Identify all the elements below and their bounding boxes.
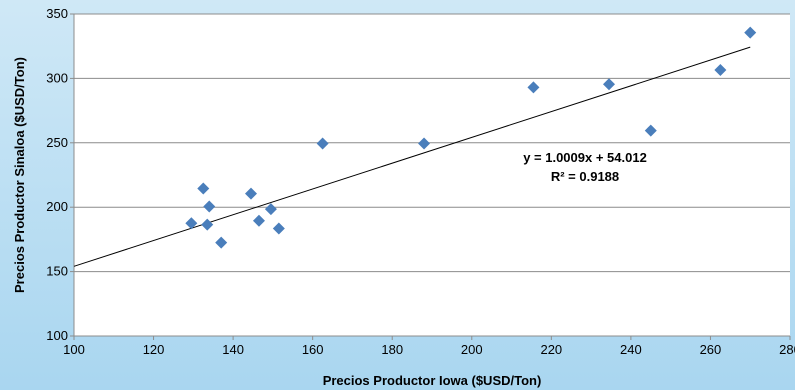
x-tick-label: 100 [63,342,85,357]
data-point [418,137,431,150]
y-tick-label: 200 [46,199,68,214]
trendline-equation: y = 1.0009x + 54.012 [523,150,647,165]
data-point [197,182,210,195]
data-point [714,64,727,77]
data-point [603,78,616,91]
x-tick-label: 180 [381,342,403,357]
data-point [252,214,265,227]
data-point [316,137,329,150]
y-tick-label: 300 [46,70,68,85]
data-point [272,222,285,235]
y-axis-title: Precios Productor Sinaloa ($USD/Ton) [12,57,27,293]
data-points [185,26,757,249]
x-tick-labels: 100 120 140 160 180 200 220 240 260 280 [63,336,795,357]
x-tick-label: 200 [461,342,483,357]
data-point [201,218,214,231]
data-point [215,236,228,249]
x-tick-label: 160 [302,342,324,357]
data-point [185,217,198,230]
y-tick-label: 350 [46,6,68,21]
x-axis-title: Precios Productor Iowa ($USD/Ton) [323,373,542,388]
x-tick-label: 240 [620,342,642,357]
data-point [203,200,216,213]
trendline-r2: R² = 0.9188 [551,169,619,184]
y-tick-label: 250 [46,135,68,150]
x-tick-label: 260 [700,342,722,357]
x-tick-label: 120 [143,342,165,357]
data-point [744,26,757,39]
y-tick-label: 100 [46,328,68,343]
x-tick-label: 140 [222,342,244,357]
data-point [644,124,657,137]
y-tick-label: 150 [46,264,68,279]
data-point [264,203,277,216]
x-tick-label: 280 [779,342,795,357]
y-tick-labels: 100 150 200 250 300 350 [46,6,74,343]
x-tick-label: 220 [540,342,562,357]
data-point [245,187,258,200]
trendline [73,46,751,267]
data-point [527,81,540,94]
plot-area [74,14,790,336]
gridlines [73,13,790,337]
